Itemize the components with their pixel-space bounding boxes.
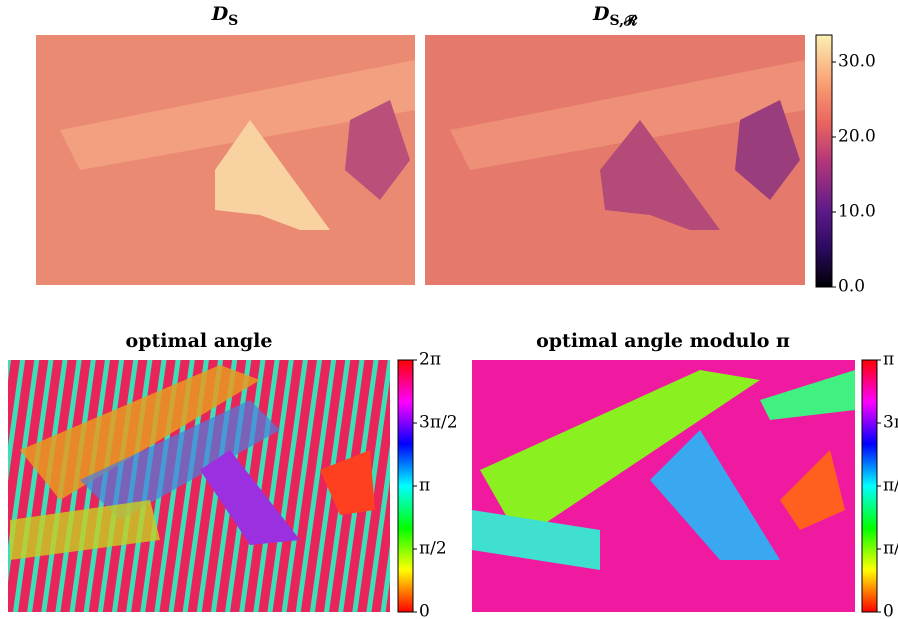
tick-label: 2π: [419, 350, 441, 370]
image-angle: [8, 360, 390, 612]
tick-label: 20.0: [838, 127, 876, 147]
tick-label: 30.0: [838, 52, 876, 72]
colorbar: [397, 359, 414, 613]
tick-label: π: [419, 475, 430, 495]
title-text: D: [592, 3, 610, 25]
tick-label: 0: [419, 602, 430, 619]
colorbar: [861, 359, 878, 613]
tick-label: π/4: [883, 539, 898, 559]
title-subscript: S,𝓡: [609, 13, 637, 29]
image-angle-mod: [472, 360, 855, 612]
title-text: optimal angle: [126, 330, 273, 352]
panel-title: optimal angle modulo π: [536, 330, 790, 352]
title-subscript: S: [228, 13, 238, 29]
tick-label: π/2: [883, 476, 898, 496]
tick-label: 10.0: [838, 202, 876, 222]
panel-title: DS: [211, 3, 239, 29]
title-text: D: [211, 3, 229, 25]
colorbar: [815, 34, 833, 288]
tick-label: 3π/2: [419, 413, 458, 433]
image-dsr: [425, 35, 805, 285]
image-ds: [36, 35, 415, 285]
title-text: optimal angle modulo π: [536, 330, 790, 352]
tick-label: 0.0: [838, 277, 865, 297]
tick-label: 0: [883, 602, 894, 619]
tick-label: 3π/4: [883, 413, 898, 433]
panel-title: optimal angle: [126, 330, 273, 352]
tick-label: π/2: [419, 539, 447, 559]
tick-label: π: [883, 350, 894, 370]
panel-title: DS,𝓡: [592, 3, 638, 29]
